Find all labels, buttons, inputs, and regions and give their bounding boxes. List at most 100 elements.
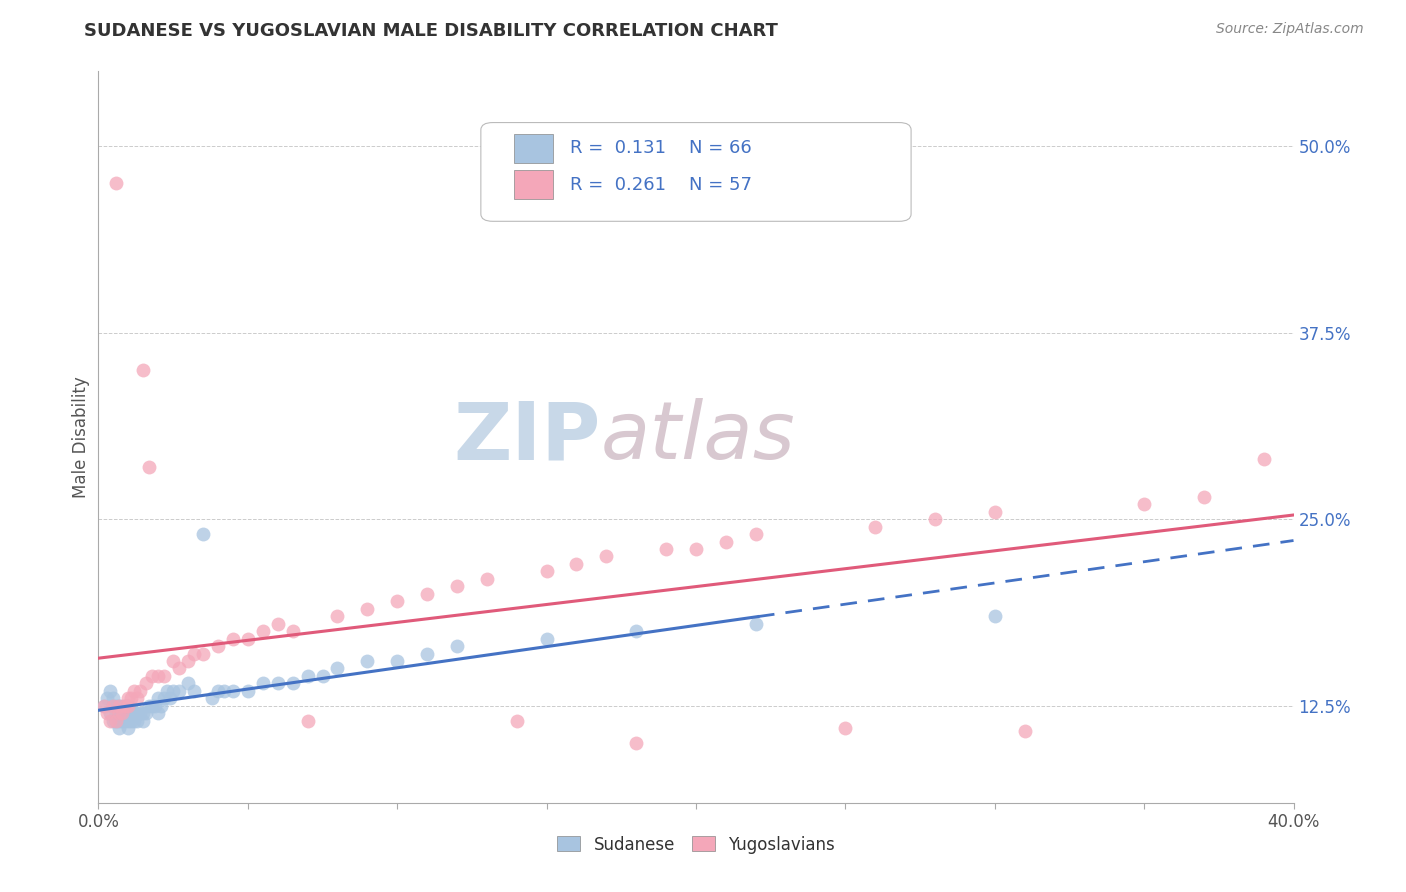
Point [191, 647, 214, 661]
Point [105, 706, 128, 721]
Point [141, 669, 163, 683]
Point [212, 683, 235, 698]
Point [385, 654, 409, 668]
Point [108, 706, 131, 721]
Point [834, 721, 856, 735]
Point [93, 698, 115, 713]
Text: ZIP: ZIP [453, 398, 600, 476]
Point [207, 639, 229, 653]
Point [565, 557, 588, 571]
Point [124, 683, 146, 698]
Point [117, 698, 139, 713]
Point [111, 714, 134, 728]
Point [148, 669, 170, 683]
Point [222, 632, 245, 646]
Point [141, 698, 163, 713]
Point [96, 706, 118, 721]
Point [114, 698, 136, 713]
Point [98, 683, 122, 698]
Point [159, 691, 181, 706]
Point [138, 698, 160, 713]
Point [103, 698, 125, 713]
Text: SUDANESE VS YUGOSLAVIAN MALE DISABILITY CORRELATION CHART: SUDANESE VS YUGOSLAVIAN MALE DISABILITY … [84, 22, 779, 40]
Point [536, 632, 558, 646]
Point [714, 534, 737, 549]
Point [311, 669, 333, 683]
Point [177, 676, 200, 690]
FancyBboxPatch shape [481, 122, 911, 221]
Point [475, 572, 498, 586]
Point [135, 706, 157, 721]
Point [326, 661, 349, 675]
Point [108, 698, 131, 713]
Text: atlas: atlas [600, 398, 796, 476]
Point [105, 177, 128, 191]
Point [135, 676, 157, 690]
Point [281, 676, 304, 690]
Point [108, 714, 131, 728]
Point [1014, 724, 1036, 739]
Point [626, 736, 648, 750]
Point [156, 683, 179, 698]
Point [96, 691, 118, 706]
Point [201, 691, 224, 706]
Point [865, 519, 887, 533]
Point [105, 698, 128, 713]
Point [745, 527, 768, 541]
Point [105, 714, 128, 728]
Point [132, 363, 155, 377]
Point [114, 706, 136, 721]
Text: R =  0.131    N = 66: R = 0.131 N = 66 [571, 139, 752, 157]
Point [536, 565, 558, 579]
Point [177, 654, 200, 668]
Point [150, 698, 173, 713]
Point [162, 654, 184, 668]
Point [446, 639, 468, 653]
Point [111, 698, 134, 713]
Point [124, 714, 146, 728]
Point [148, 706, 170, 721]
Point [297, 714, 319, 728]
Point [252, 624, 274, 639]
Point [984, 505, 1007, 519]
Point [117, 691, 139, 706]
Point [626, 624, 648, 639]
Point [108, 698, 131, 713]
Y-axis label: Male Disability: Male Disability [72, 376, 90, 498]
Point [108, 721, 131, 735]
Point [103, 698, 125, 713]
Point [129, 706, 152, 721]
Point [143, 698, 166, 713]
Point [120, 714, 142, 728]
Point [252, 676, 274, 690]
Point [267, 616, 290, 631]
Point [236, 632, 259, 646]
Point [984, 609, 1007, 624]
Point [297, 669, 319, 683]
Point [167, 683, 190, 698]
Point [446, 579, 468, 593]
Point [506, 714, 529, 728]
Bar [515, 134, 553, 163]
Bar [515, 170, 553, 199]
Point [385, 594, 409, 608]
Point [595, 549, 617, 564]
Point [148, 691, 170, 706]
Point [127, 706, 149, 721]
Point [127, 714, 149, 728]
Point [207, 683, 229, 698]
Point [124, 706, 146, 721]
Point [236, 683, 259, 698]
Point [132, 714, 155, 728]
Legend: Sudanese, Yugoslavians: Sudanese, Yugoslavians [550, 829, 842, 860]
Point [416, 587, 439, 601]
Point [281, 624, 304, 639]
Point [111, 706, 134, 721]
Point [114, 714, 136, 728]
Point [1133, 497, 1156, 511]
Point [183, 647, 205, 661]
Point [1192, 490, 1215, 504]
Point [356, 601, 378, 615]
Point [183, 683, 205, 698]
Point [108, 706, 131, 721]
